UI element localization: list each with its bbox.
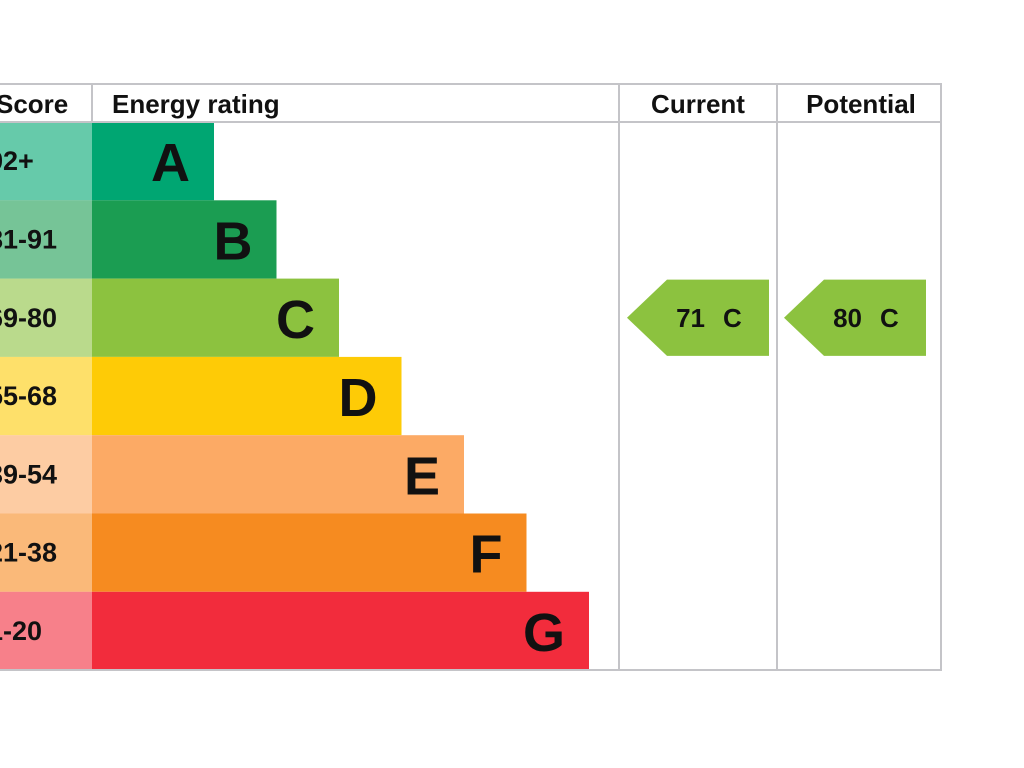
score-cell: [0, 122, 92, 201]
current-value: 71: [676, 303, 705, 333]
band-bar: [92, 278, 339, 357]
score-label: 39-54: [0, 459, 57, 489]
header-potential: Potential: [806, 89, 916, 119]
table-grid: [0, 83, 942, 671]
score-cell: [0, 513, 92, 592]
score-label: 1-20: [0, 616, 42, 646]
band-letter: C: [276, 290, 315, 350]
bands: 92+ A 81-91 B 69-80 C 55-68 D 39-54 E 21-38 F 1-20 G: [0, 122, 589, 671]
header-score: Score: [0, 89, 68, 119]
score-label: 81-91: [0, 224, 57, 254]
score-label: 21-38: [0, 538, 57, 568]
score-cell: [0, 435, 92, 514]
potential-arrow: [784, 279, 926, 356]
potential-letter: C: [880, 303, 899, 333]
score-label: 55-68: [0, 381, 57, 411]
arrows: 71 C 80 C: [627, 279, 926, 356]
potential-value: 80: [833, 303, 862, 333]
band-letter: A: [151, 133, 190, 193]
band-letter: G: [523, 603, 565, 663]
band-bar: [92, 591, 589, 671]
band-letter: F: [470, 525, 503, 585]
band-letter: B: [214, 211, 253, 271]
band-bar: [92, 435, 464, 514]
band-bar: [92, 122, 214, 201]
current-arrow: [627, 279, 769, 356]
score-cell: [0, 591, 92, 671]
band-bar: [92, 200, 277, 279]
header-current: Current: [651, 89, 745, 119]
current-letter: C: [723, 303, 742, 333]
score-label: 92+: [0, 146, 34, 176]
band-letter: E: [404, 446, 440, 506]
header-rating: Energy rating: [112, 89, 280, 119]
score-cell: [0, 200, 92, 279]
band-letter: D: [339, 368, 378, 428]
band-bar: [92, 513, 527, 592]
score-cell: [0, 356, 92, 436]
score-cell: [0, 278, 92, 357]
band-bar: [92, 356, 402, 436]
score-label: 69-80: [0, 303, 57, 333]
